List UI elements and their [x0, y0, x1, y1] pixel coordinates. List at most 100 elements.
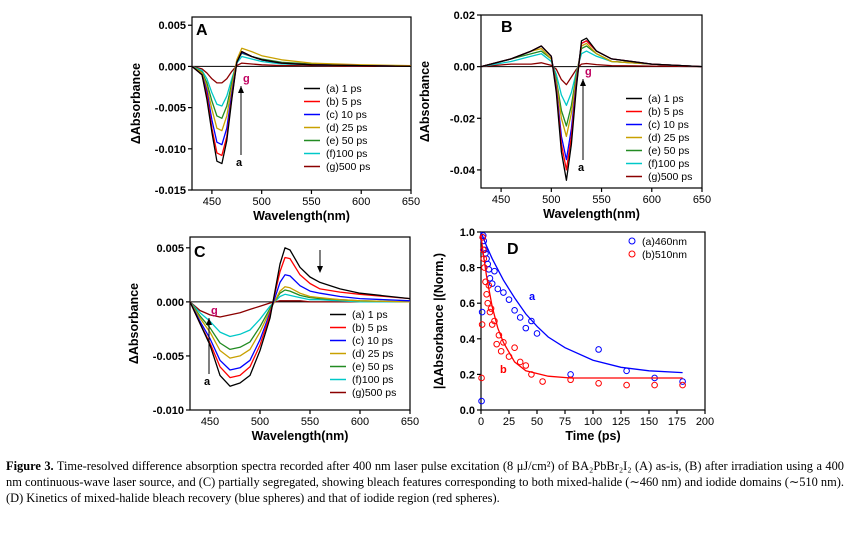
- y-tick-label: -0.04: [450, 165, 476, 177]
- series-g: [480, 62, 703, 86]
- annotation-g: g: [243, 73, 250, 85]
- x-tick-label: 550: [301, 416, 319, 428]
- x-tick-label: 75: [559, 416, 571, 428]
- data-point-a: [491, 267, 498, 275]
- caption-label: Figure 3.: [6, 459, 54, 473]
- fit-line-b: [480, 235, 683, 379]
- x-tick-label: 650: [401, 416, 419, 428]
- data-point-b: [478, 374, 485, 382]
- caption-text: Time-resolved difference absorption spec…: [6, 459, 844, 505]
- y-tick-label: 0.005: [158, 20, 186, 32]
- legend-entry: (c) 10 ps: [352, 335, 393, 347]
- y-tick-label: 0.0: [460, 405, 475, 417]
- legend-entry: (b) 5 ps: [326, 96, 362, 108]
- data-point-b: [478, 321, 486, 328]
- data-point-a: [478, 308, 486, 316]
- data-point-a: [522, 324, 530, 332]
- y-tick-label: 0.000: [158, 61, 186, 73]
- fit-line-a: [480, 231, 683, 374]
- x-tick-label: 25: [503, 416, 515, 428]
- x-tick-label: 100: [584, 416, 602, 428]
- data-point-b: [486, 308, 494, 316]
- data-point-a: [488, 280, 496, 287]
- y-tick-label: 0.02: [454, 10, 475, 22]
- y-tick-label: 0.8: [460, 263, 475, 275]
- y-axis-label: ΔAbsorbance: [129, 63, 143, 144]
- data-point-b: [483, 291, 490, 298]
- x-tick-label: 550: [592, 194, 610, 206]
- x-tick-label: 600: [351, 416, 369, 428]
- series-d: [189, 286, 411, 359]
- x-tick-label: 450: [201, 416, 219, 428]
- data-point-a: [480, 237, 488, 245]
- legend-entry: (a) 1 ps: [326, 83, 362, 95]
- data-point-a: [567, 371, 574, 378]
- y-tick-label: -0.015: [155, 185, 186, 197]
- x-tick-label: 50: [531, 416, 543, 428]
- data-point-b: [480, 255, 488, 263]
- y-tick-label: 0.005: [156, 243, 184, 255]
- legend-entry: (g)500 ps: [326, 161, 370, 173]
- panel-d: 0 25 50 75 100 125 150 175 200 0.0 0.2 0.4 0.6 0.8 1.0…: [432, 227, 714, 443]
- x-tick-label: 600: [643, 194, 661, 206]
- legend-entry: (c) 10 ps: [326, 109, 367, 121]
- x-tick-label: 500: [251, 416, 269, 428]
- annotation-a: a: [236, 157, 243, 169]
- series-d: [191, 47, 412, 132]
- y-tick-label: -0.010: [155, 144, 186, 156]
- panel-letter: B: [501, 19, 513, 36]
- data-point-b: [479, 246, 487, 254]
- data-point-a: [623, 367, 630, 375]
- legend-entry: (d) 25 ps: [352, 348, 393, 360]
- x-axis-label: Wavelength(nm): [252, 429, 349, 443]
- panel-letter: C: [194, 244, 206, 261]
- legend-marker: [628, 237, 636, 245]
- legend-entry: (g)500 ps: [648, 171, 692, 183]
- legend-entry: (f)100 ps: [648, 158, 689, 170]
- x-tick-label: 175: [668, 416, 686, 428]
- x-axis-label: Wavelength(nm): [543, 207, 640, 221]
- data-point-b: [651, 381, 658, 389]
- data-point-b: [516, 358, 524, 366]
- data-point-b: [567, 376, 574, 384]
- data-point-b: [623, 381, 630, 389]
- data-point-b: [481, 264, 488, 271]
- x-tick-label: 650: [693, 194, 711, 206]
- axes-frame: [480, 14, 703, 189]
- arrowhead: [206, 318, 212, 325]
- arrowhead: [580, 79, 586, 86]
- data-point-b: [497, 347, 505, 355]
- x-tick-label: 650: [402, 196, 420, 208]
- x-tick-label: 0: [478, 416, 484, 428]
- annotation-g: g: [585, 66, 592, 78]
- data-point-a: [505, 296, 513, 303]
- x-tick-label: 600: [352, 196, 370, 208]
- x-axis-label: Time (ps): [565, 429, 620, 443]
- series-a: [191, 50, 412, 165]
- y-tick-label: 0.6: [460, 298, 475, 310]
- series-c: [189, 274, 411, 371]
- data-point-a: [679, 378, 686, 385]
- axes-frame: [191, 16, 412, 191]
- legend-entry: (a) 1 ps: [648, 93, 684, 105]
- data-point-b: [528, 371, 535, 378]
- series-a: [189, 247, 411, 387]
- x-tick-label: 450: [492, 194, 510, 206]
- annotation-a: a: [204, 376, 211, 388]
- annotation-a: a: [578, 162, 585, 174]
- legend-entry: (d) 25 ps: [326, 122, 367, 134]
- series-f: [480, 50, 703, 107]
- x-tick-label: 500: [253, 196, 271, 208]
- data-point-a: [478, 397, 485, 405]
- legend-entry: (f)100 ps: [326, 148, 367, 160]
- x-tick-label: 450: [203, 196, 221, 208]
- data-point-b: [595, 380, 602, 387]
- data-point-b: [482, 278, 489, 286]
- y-tick-label: 0.000: [156, 297, 184, 309]
- data-point-b: [479, 234, 486, 241]
- annotation-b: b: [500, 364, 507, 376]
- x-tick-label: 200: [696, 416, 714, 428]
- data-point-a: [511, 307, 518, 314]
- data-point-b: [679, 381, 686, 389]
- series-d: [480, 42, 703, 138]
